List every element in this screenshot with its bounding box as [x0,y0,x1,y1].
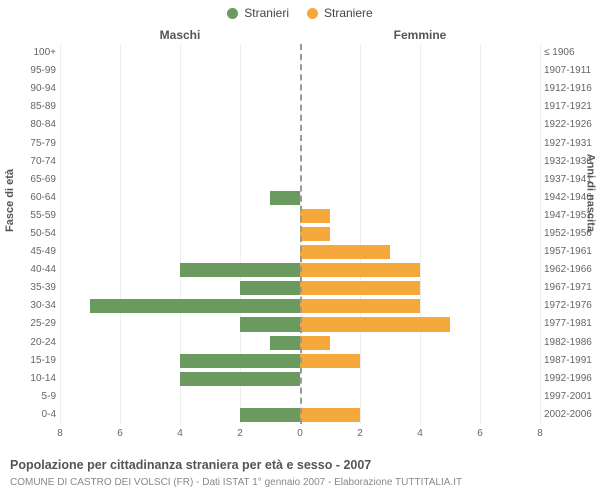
legend-dot-female [307,8,318,19]
y-label-birth: 1952-1956 [544,229,600,239]
y-label-age: 35-39 [0,283,56,293]
x-tick-label: 6 [117,428,123,439]
y-label-age: 55-59 [0,211,56,221]
legend: Stranieri Straniere [0,0,600,20]
y-label-age: 95-99 [0,66,56,76]
y-label-age: 40-44 [0,265,56,275]
bar-female [300,245,390,259]
legend-item-female: Straniere [307,6,373,20]
y-label-birth: 1962-1966 [544,265,600,275]
y-label-birth: 1987-1991 [544,356,600,366]
y-label-age: 50-54 [0,229,56,239]
y-label-age: 80-84 [0,120,56,130]
y-label-age: 100+ [0,48,56,58]
bar-female [300,299,420,313]
bar-male [180,372,300,386]
bar-male [240,317,300,331]
y-label-age: 85-89 [0,102,56,112]
bar-female [300,281,420,295]
chart-subtitle: COMUNE DI CASTRO DEI VOLSCI (FR) - Dati … [10,477,462,488]
x-tick-label: 8 [57,428,63,439]
legend-item-male: Stranieri [227,6,289,20]
bar-female [300,227,330,241]
col-title-female: Femmine [300,28,540,42]
y-label-age: 75-79 [0,139,56,149]
population-pyramid-chart: Stranieri Straniere Maschi Femmine Fasce… [0,0,600,500]
y-label-birth: 2002-2006 [544,410,600,420]
y-label-birth: 1937-1941 [544,175,600,185]
y-label-birth: 1942-1946 [544,193,600,203]
plot-area [60,44,540,424]
y-label-birth: 1957-1961 [544,247,600,257]
bar-male [240,408,300,422]
y-label-age: 60-64 [0,193,56,203]
x-tick-label: 4 [177,428,183,439]
y-label-age: 10-14 [0,374,56,384]
y-label-age: 30-34 [0,301,56,311]
y-label-birth: ≤ 1906 [544,48,600,58]
column-titles: Maschi Femmine [0,28,600,42]
legend-label-female: Straniere [324,6,373,20]
bar-male [270,191,300,205]
bar-female [300,317,450,331]
bar-female [300,263,420,277]
y-label-age: 65-69 [0,175,56,185]
x-tick-label: 2 [357,428,363,439]
x-tick-label: 8 [537,428,543,439]
y-label-birth: 1977-1981 [544,319,600,329]
y-label-birth: 1992-1996 [544,374,600,384]
bar-female [300,209,330,223]
bar-male [90,299,300,313]
bar-female [300,336,330,350]
y-label-birth: 1997-2001 [544,392,600,402]
x-axis-ticks: 8 6 4 2 0 2 4 6 8 [60,428,540,442]
x-tick-label: 6 [477,428,483,439]
y-label-birth: 1967-1971 [544,283,600,293]
y-label-birth: 1947-1951 [544,211,600,221]
y-label-age: 70-74 [0,157,56,167]
x-tick-label: 0 [297,428,303,439]
bar-female [300,354,360,368]
x-tick-label: 2 [237,428,243,439]
y-label-birth: 1917-1921 [544,102,600,112]
bar-male [240,281,300,295]
col-title-male: Maschi [60,28,300,42]
y-axis-labels-left: 100+ 95-99 90-94 85-89 80-84 75-79 70-74 65-69 6… [0,44,56,424]
y-label-birth: 1972-1976 [544,301,600,311]
y-label-age: 25-29 [0,319,56,329]
y-label-age: 0-4 [0,410,56,420]
chart-title: Popolazione per cittadinanza straniera p… [10,458,371,472]
legend-dot-male [227,8,238,19]
y-label-age: 90-94 [0,84,56,94]
gridline [540,44,541,424]
y-label-age: 20-24 [0,338,56,348]
legend-label-male: Stranieri [244,6,289,20]
y-label-age: 5-9 [0,392,56,402]
x-tick-label: 4 [417,428,423,439]
y-axis-labels-right: ≤ 1906 1907-1911 1912-1916 1917-1921 1922-19… [544,44,600,424]
y-label-birth: 1922-1926 [544,120,600,130]
y-label-birth: 1982-1986 [544,338,600,348]
bar-male [180,263,300,277]
y-label-age: 15-19 [0,356,56,366]
y-label-birth: 1927-1931 [544,139,600,149]
bar-male [270,336,300,350]
y-label-birth: 1932-1936 [544,157,600,167]
bar-male [180,354,300,368]
bar-female [300,408,360,422]
y-label-age: 45-49 [0,247,56,257]
y-label-birth: 1912-1916 [544,84,600,94]
center-axis-line [300,44,302,424]
y-label-birth: 1907-1911 [544,66,600,76]
